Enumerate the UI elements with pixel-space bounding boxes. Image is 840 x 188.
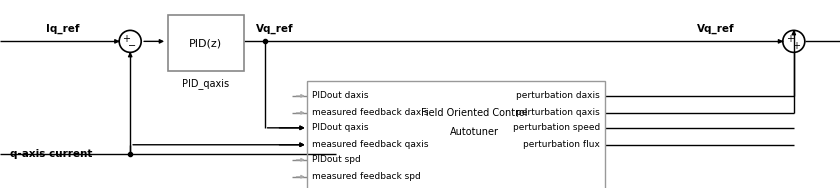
Text: measured feedback spd: measured feedback spd: [312, 172, 420, 181]
Text: PID_qaxis: PID_qaxis: [182, 78, 229, 89]
Text: perturbation daxis: perturbation daxis: [516, 91, 600, 100]
Text: q-axis current: q-axis current: [10, 149, 92, 159]
Text: measured feedback daxis: measured feedback daxis: [312, 108, 428, 117]
Text: perturbation speed: perturbation speed: [512, 123, 600, 132]
Text: +: +: [122, 34, 130, 44]
Text: PID(z): PID(z): [189, 38, 223, 48]
Text: measured feedback qaxis: measured feedback qaxis: [312, 140, 428, 149]
Text: perturbation flux: perturbation flux: [523, 140, 600, 149]
Text: PIDout spd: PIDout spd: [312, 155, 360, 164]
Text: +: +: [792, 41, 800, 51]
Bar: [168, 15, 244, 71]
Text: Iq_ref: Iq_ref: [46, 24, 80, 34]
Text: Autotuner: Autotuner: [450, 127, 499, 137]
Text: Field Oriented Control: Field Oriented Control: [422, 108, 528, 118]
Text: Vq_ref: Vq_ref: [697, 24, 735, 34]
Text: −: −: [129, 41, 136, 51]
Text: perturbation qaxis: perturbation qaxis: [516, 108, 600, 117]
Text: PIDout qaxis: PIDout qaxis: [312, 123, 368, 132]
Bar: [307, 81, 605, 188]
Text: Vq_ref: Vq_ref: [256, 24, 294, 34]
Text: +: +: [785, 34, 794, 44]
Text: PIDout daxis: PIDout daxis: [312, 91, 368, 100]
